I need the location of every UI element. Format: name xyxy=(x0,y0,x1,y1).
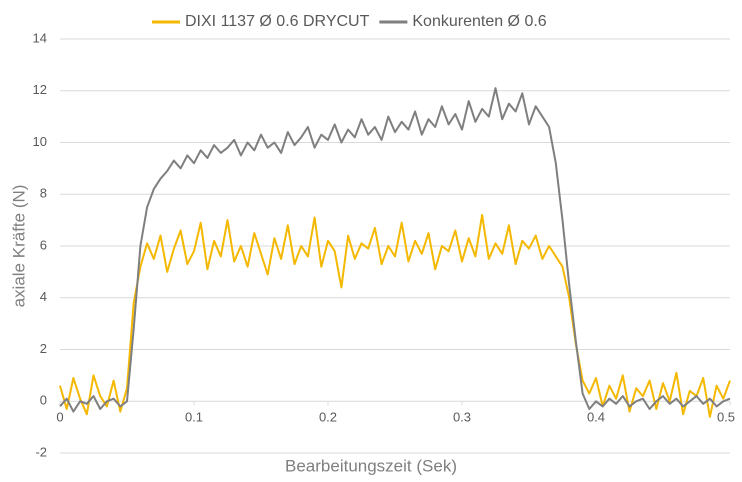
y-tick-label: 4 xyxy=(40,289,47,304)
y-tick-label: 12 xyxy=(33,82,47,97)
x-tick-label: 0.5 xyxy=(717,410,735,425)
series-line xyxy=(59,214,731,418)
y-axis-title: axiale Kräfte (N) xyxy=(9,185,28,308)
y-tick-label: 6 xyxy=(40,237,47,252)
y-tick-label: 14 xyxy=(33,30,47,45)
x-tick-label: 0 xyxy=(56,410,63,425)
x-tick-label: 0.3 xyxy=(453,410,471,425)
x-tick-label: 0.2 xyxy=(319,410,337,425)
y-tick-label: 8 xyxy=(40,186,47,201)
y-tick-label: 0 xyxy=(40,393,47,408)
x-axis-title: Bearbeitungszeit (Sek) xyxy=(285,456,457,475)
x-tick-label: 0.4 xyxy=(587,410,605,425)
y-tick-label: -2 xyxy=(35,444,47,459)
legend-label: Konkurenten Ø 0.6 xyxy=(412,13,546,30)
y-tick-label: 10 xyxy=(33,134,47,149)
x-tick-label: 0.1 xyxy=(185,410,203,425)
series-line xyxy=(59,87,731,413)
y-tick-label: 2 xyxy=(40,341,47,356)
legend-label: DIXI 1137 Ø 0.6 DRYCUT xyxy=(185,13,370,30)
